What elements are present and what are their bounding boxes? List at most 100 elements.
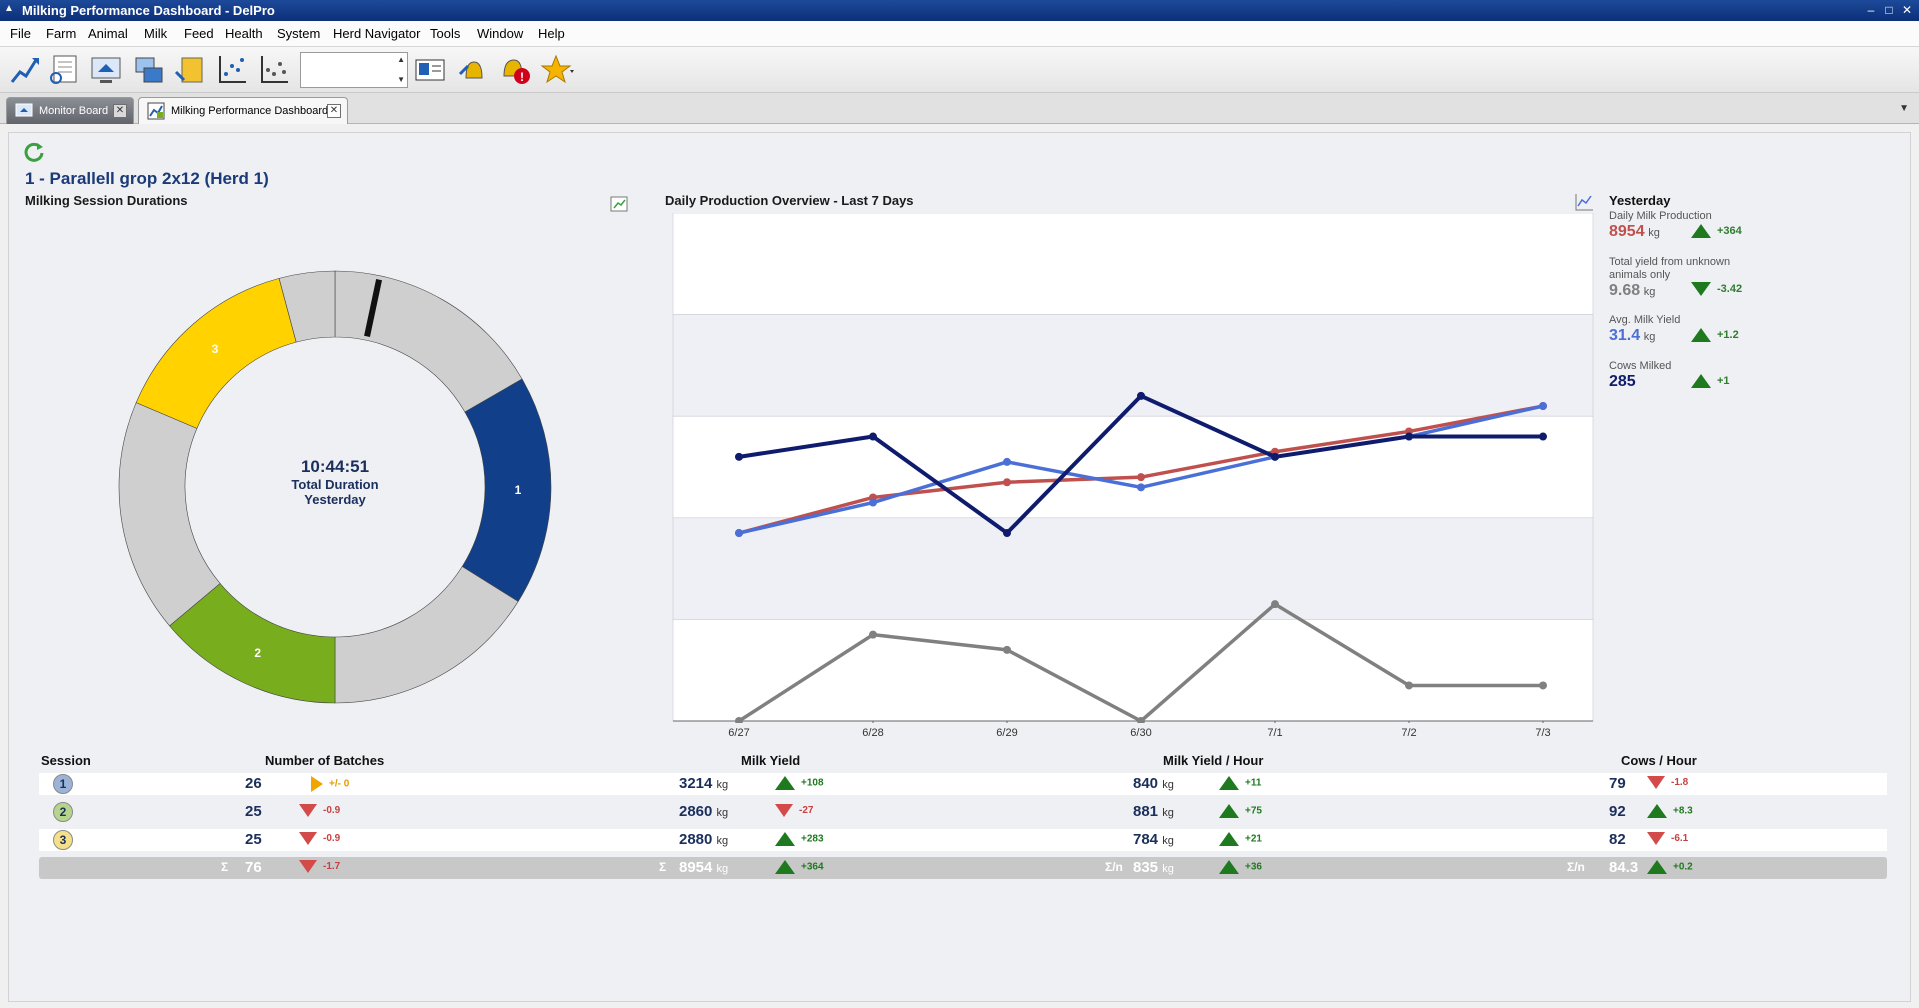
line-chart-icon[interactable] xyxy=(1573,191,1595,213)
spin-up-icon[interactable]: ▲ xyxy=(397,55,405,64)
series-point[interactable] xyxy=(735,452,743,461)
delta-value: -1.8 xyxy=(1671,777,1689,789)
close-icon[interactable]: ✕ xyxy=(1901,3,1913,17)
kpi-avg-milk-yield: Avg. Milk Yield 31.4 kg +1.2 xyxy=(1609,314,1769,358)
series-point[interactable] xyxy=(1003,457,1011,466)
spin-down-icon[interactable]: ▼ xyxy=(397,75,405,84)
series-point[interactable] xyxy=(1137,483,1145,492)
menu-window[interactable]: Window xyxy=(477,26,524,41)
menu-farm[interactable]: Farm xyxy=(46,26,77,41)
batches-total: 76 xyxy=(245,859,262,876)
delta-value: +8.3 xyxy=(1673,805,1693,817)
series-point[interactable] xyxy=(1137,717,1145,723)
milk-yield-value: 3214 xyxy=(679,775,713,792)
series-point[interactable] xyxy=(1405,681,1413,690)
trend-neutral-icon xyxy=(311,776,323,792)
menu-file[interactable]: File xyxy=(10,26,31,41)
scatter-chart-icon[interactable] xyxy=(214,52,250,88)
trend-up-icon xyxy=(1691,328,1711,342)
line-chart xyxy=(672,213,1594,723)
cows-per-hour-value: 82 xyxy=(1609,831,1626,848)
tab-milking-performance-dashboard[interactable]: Milking Performance Dashboard ✕ xyxy=(138,97,348,124)
table-row: 3 25 -0.9 2880 kg +283 784 kg +21 82 -6.… xyxy=(39,829,1887,851)
series-point[interactable] xyxy=(1003,645,1011,654)
delta-value: +11 xyxy=(1245,777,1262,789)
batches-value: 26 xyxy=(245,775,262,792)
alarm-bell-icon[interactable]: ! xyxy=(498,52,534,88)
maximize-icon[interactable]: □ xyxy=(1885,3,1893,17)
series-point[interactable] xyxy=(735,717,743,723)
series-point[interactable] xyxy=(1137,391,1145,400)
toolbar-value-input[interactable]: ▲ ▼ xyxy=(300,52,408,88)
col-session: Session xyxy=(41,753,91,768)
series-point[interactable] xyxy=(1003,529,1011,538)
donut-slice-2[interactable] xyxy=(334,566,519,704)
tab-overflow-icon[interactable]: ▼ xyxy=(1899,103,1909,114)
trend-down-icon xyxy=(1647,776,1665,789)
trend-down-icon xyxy=(775,804,793,817)
favorites-star-icon[interactable] xyxy=(540,52,576,88)
delta-value: -0.9 xyxy=(323,833,341,845)
scatter-plot-icon[interactable] xyxy=(256,52,292,88)
kpi-value: 8954 xyxy=(1609,223,1645,240)
tab-monitor-board[interactable]: Monitor Board ✕ xyxy=(6,97,134,124)
close-tab-icon[interactable]: ✕ xyxy=(327,104,341,118)
donut-slice-1[interactable] xyxy=(461,378,552,602)
minimize-icon[interactable]: – xyxy=(1867,3,1875,17)
report-search-icon[interactable] xyxy=(46,52,82,88)
kpi-delta: +364 xyxy=(1717,224,1742,237)
series-point[interactable] xyxy=(869,630,877,639)
series-point[interactable] xyxy=(1539,402,1547,411)
donut-slice-label: 3 xyxy=(212,342,219,356)
sigma-label: Σ xyxy=(659,860,667,874)
kpi-value: 285 xyxy=(1609,373,1636,390)
export-chart-icon[interactable] xyxy=(609,193,631,215)
series-point[interactable] xyxy=(1003,478,1011,487)
menu-health[interactable]: Health xyxy=(225,26,263,41)
delta-value: +75 xyxy=(1245,805,1262,817)
kpi-heading: Yesterday xyxy=(1609,193,1671,208)
delta-value: +0.2 xyxy=(1673,861,1693,873)
menu-tools[interactable]: Tools xyxy=(430,26,461,41)
donut-slice-6[interactable] xyxy=(278,270,336,343)
table-row: 1 26 +/- 0 3214 kg +108 840 kg +11 79 -1… xyxy=(39,773,1887,795)
series-point[interactable] xyxy=(1137,473,1145,482)
animal-walk-icon[interactable] xyxy=(6,52,42,88)
series-point[interactable] xyxy=(869,432,877,441)
x-tick-label: 6/30 xyxy=(1130,727,1152,739)
refresh-icon[interactable] xyxy=(23,141,45,163)
series-point[interactable] xyxy=(869,498,877,507)
chart-band xyxy=(672,415,1594,519)
series-point[interactable] xyxy=(735,529,743,538)
menu-help[interactable]: Help xyxy=(538,26,565,41)
kpi-delta: +1.2 xyxy=(1717,328,1739,341)
donut-marker xyxy=(364,279,383,337)
menu-herd-navigator[interactable]: Herd Navigator xyxy=(333,26,421,41)
home-monitor-icon[interactable] xyxy=(88,52,124,88)
donut-slice-0[interactable] xyxy=(334,270,523,413)
yield-per-hour-value: 784 xyxy=(1133,831,1159,848)
donut-slice-4[interactable] xyxy=(118,402,221,627)
trend-up-icon xyxy=(1691,224,1711,238)
total-duration-period: Yesterday xyxy=(304,492,366,507)
network-computer-icon[interactable] xyxy=(130,52,166,88)
series-point[interactable] xyxy=(1271,452,1279,461)
series-point[interactable] xyxy=(1539,432,1547,441)
total-duration-label: Total Duration xyxy=(291,477,379,492)
menu-feed[interactable]: Feed xyxy=(184,26,214,41)
toolbar: ▲ ▼ ! xyxy=(0,47,1919,93)
tag-document-icon[interactable] xyxy=(172,52,208,88)
id-card-icon[interactable] xyxy=(412,52,448,88)
trend-up-icon xyxy=(1691,374,1711,388)
menu-animal[interactable]: Animal xyxy=(88,26,128,41)
sigma-n-label: Σ/n xyxy=(1105,860,1123,874)
bell-alert-icon[interactable] xyxy=(456,52,492,88)
series-point[interactable] xyxy=(1405,432,1413,441)
series-point[interactable] xyxy=(1539,681,1547,690)
delta-value: -6.1 xyxy=(1671,833,1689,845)
close-tab-icon[interactable]: ✕ xyxy=(113,104,127,118)
delpro-icon: ▲ xyxy=(4,3,14,14)
series-point[interactable] xyxy=(1271,600,1279,609)
menu-milk[interactable]: Milk xyxy=(144,26,168,41)
menu-system[interactable]: System xyxy=(277,26,321,41)
